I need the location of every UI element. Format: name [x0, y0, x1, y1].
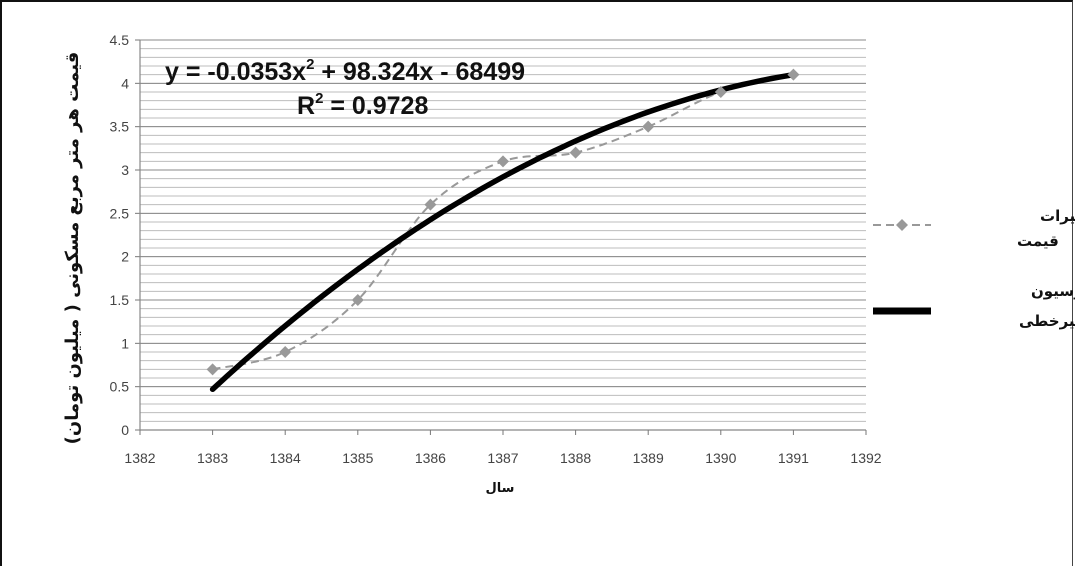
price-data-point	[351, 294, 364, 306]
y-axis-title: قیمت هر متر مربع مسکونی ( میلیون تومان)	[62, 52, 83, 445]
major-grid	[140, 39, 866, 388]
y-tick-label: 1	[121, 335, 129, 351]
equation-annotation: y = -0.0353x2 + 98.324x - 68499	[165, 56, 525, 86]
x-tick-label: 1383	[197, 450, 228, 466]
x-tick-label: 1392	[850, 450, 881, 466]
x-tick-label: 1385	[342, 450, 373, 466]
r-squared-annotation: R2 = 0.9728	[297, 90, 428, 120]
x-tick-labels: 1382 1383 1384 1385 1386 1387 1388 1389 1390 1391…	[124, 450, 881, 466]
x-tick-label: 1388	[560, 450, 591, 466]
legend-label-regression-line1: رگرسیون	[1031, 282, 1075, 300]
price-data-point	[787, 68, 800, 81]
legend-label-price-trend-line1: روند تغییرات	[1040, 207, 1075, 225]
x-tick-label: 1384	[270, 450, 301, 466]
y-tick-label: 2.5	[110, 205, 130, 221]
legend-label-price-trend-line2: قیمت	[1017, 232, 1059, 250]
x-tick-label: 1389	[633, 450, 664, 466]
price-data-point	[424, 198, 437, 211]
price-data-point	[642, 120, 655, 133]
price-trend-line	[212, 73, 794, 371]
r2-superscript: 2	[315, 90, 323, 107]
price-data-point	[714, 86, 727, 98]
legend-label-regression-line2: غیرخطی	[1019, 312, 1075, 330]
x-tick-label: 1387	[487, 450, 518, 466]
equation-superscript: 2	[306, 56, 314, 73]
equation-main: y = -0.0353x	[165, 58, 306, 86]
y-tick-label: 3.5	[110, 119, 130, 135]
x-axis-title: سال	[486, 481, 515, 496]
price-data-point	[206, 363, 219, 376]
price-data-point	[569, 146, 582, 159]
y-tick-labels: 0 0.5 1 1.5 2 2.5 3 3.5 4 4.5	[110, 32, 130, 438]
r2-main: R	[297, 92, 315, 120]
y-tick-label: 1.5	[110, 292, 130, 308]
y-tick-label: 4.5	[110, 32, 130, 48]
y-tick-label: 2	[121, 249, 129, 265]
r2-tail: = 0.9728	[323, 92, 428, 120]
regression-curve	[209, 71, 797, 393]
equation-tail: + 98.324x - 68499	[314, 58, 525, 86]
y-tick-label: 0.5	[110, 379, 130, 395]
y-tick-label: 4	[121, 75, 129, 91]
legend-marker-price-trend	[896, 219, 908, 231]
price-data-point	[279, 346, 292, 358]
minor-grid	[140, 48, 866, 422]
axes	[135, 39, 867, 435]
price-data-point	[497, 155, 509, 168]
series-layer	[206, 68, 800, 393]
x-tick-label: 1390	[705, 450, 736, 466]
legend: روند تغییرات قیمت رگرسیون غیرخطی	[873, 207, 1075, 330]
y-tick-label: 0	[121, 422, 129, 438]
x-tick-label: 1386	[415, 450, 446, 466]
x-tick-label: 1382	[124, 450, 155, 466]
y-tick-label: 3	[121, 162, 129, 178]
x-tick-label: 1391	[778, 450, 809, 466]
